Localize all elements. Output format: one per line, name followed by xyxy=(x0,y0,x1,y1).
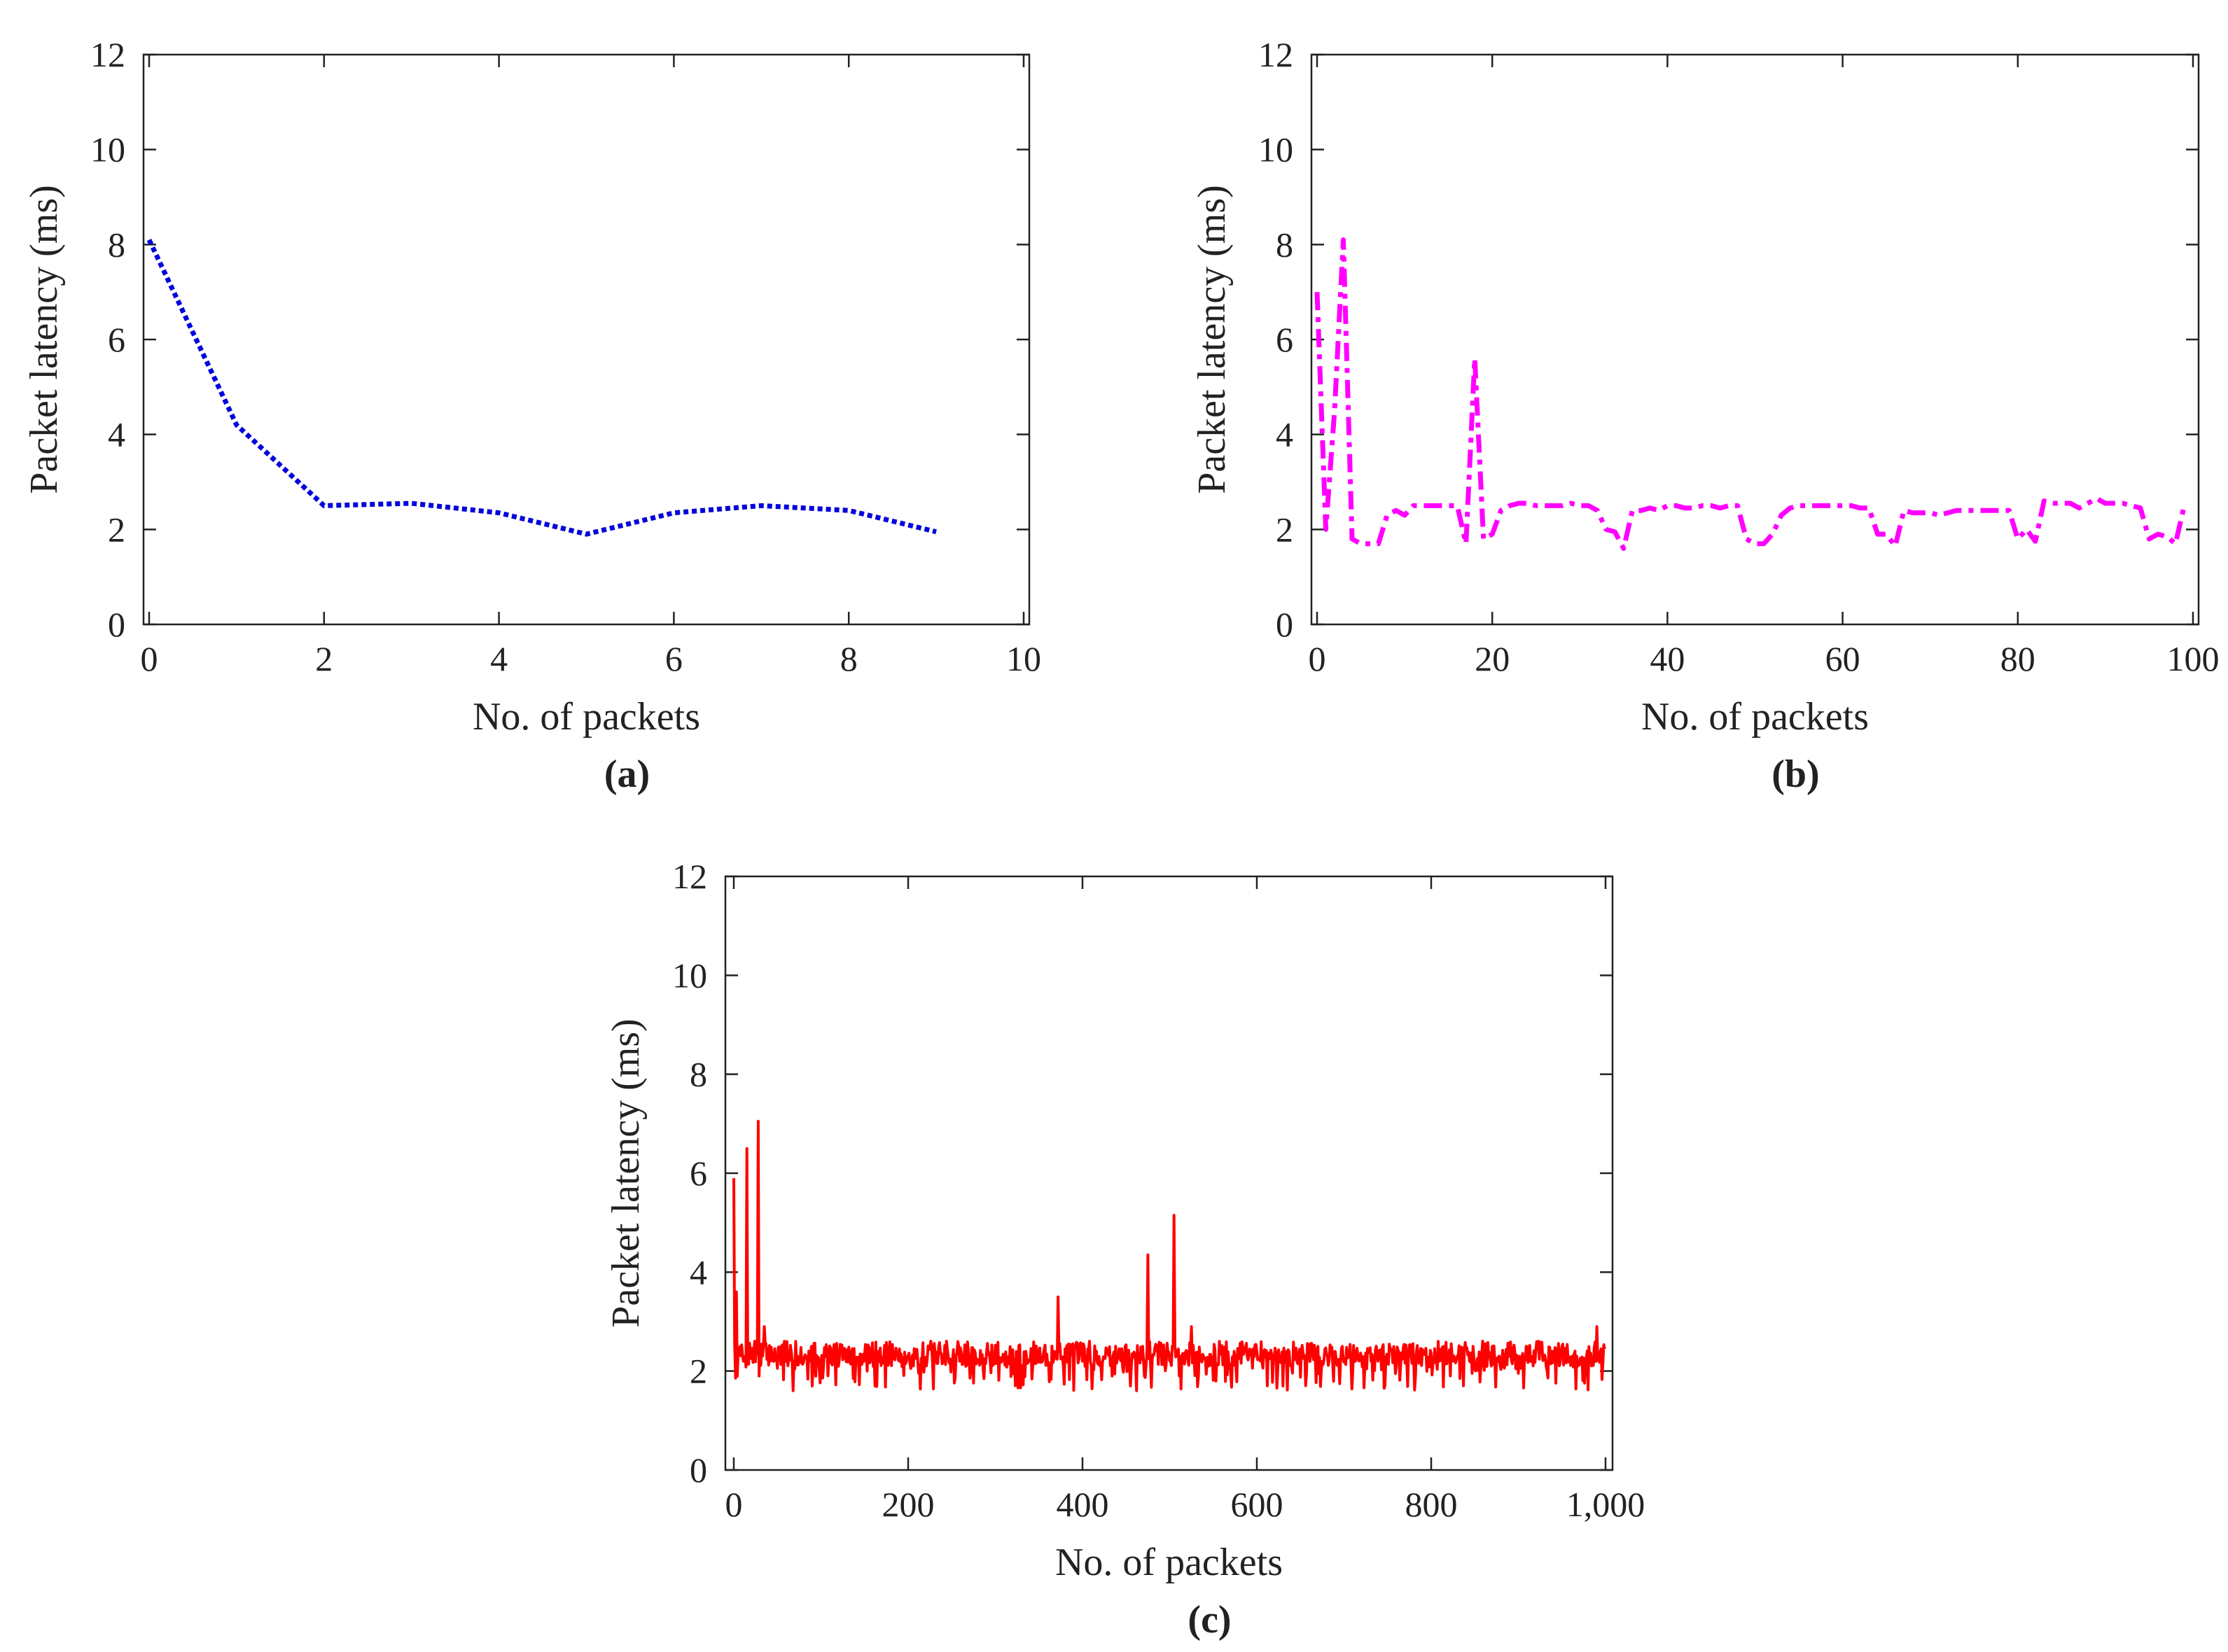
y-axis-label: Packet latency (ms) xyxy=(604,1018,648,1328)
y-tick-label: 2 xyxy=(1276,510,1293,549)
y-tick-label: 10 xyxy=(672,955,707,995)
chart-panel-b: 0 2 4 6 8 10 12 0 20 40 60 80 100 No. of packets Packe… xyxy=(1190,35,2220,796)
x-tick-label: 100 xyxy=(2167,639,2220,678)
y-tick-label: 0 xyxy=(108,605,125,644)
y-tick-label: 12 xyxy=(1258,35,1293,74)
x-tick-label: 2 xyxy=(315,639,333,678)
y-tick-label: 8 xyxy=(690,1055,707,1094)
y-tick-label: 12 xyxy=(672,857,707,896)
y-tick-label: 6 xyxy=(108,320,125,359)
y-tick-label: 10 xyxy=(1258,130,1293,169)
plot-frame xyxy=(1310,53,2200,626)
x-axis-label: No. of packets xyxy=(1641,695,1869,738)
chart-panel-c: 0 2 4 6 8 10 12 0 200 400 600 800 1,000 No. of packet… xyxy=(604,857,1645,1642)
y-tick-label: 8 xyxy=(108,225,125,264)
y-tick-label: 4 xyxy=(690,1252,707,1292)
plot-frame xyxy=(142,53,1031,626)
y-tick-label: 10 xyxy=(90,130,125,169)
series-line xyxy=(1314,237,2187,551)
chart-panel-a: 0 2 4 6 8 10 12 0 2 4 6 8 10 No. of packets Packet lat… xyxy=(22,35,1041,796)
y-tick-label: 6 xyxy=(1276,320,1293,359)
x-tick-label: 400 xyxy=(1057,1485,1109,1524)
x-axis-label: No. of packets xyxy=(473,695,700,738)
y-axis-label: Packet latency (ms) xyxy=(1190,185,1234,494)
y-tick-label: 0 xyxy=(1276,605,1293,644)
y-axis-label: Packet latency (ms) xyxy=(22,185,66,494)
panel-label: (a) xyxy=(604,752,650,796)
panel-label: (c) xyxy=(1188,1598,1231,1642)
x-tick-label: 0 xyxy=(1309,639,1326,678)
y-tick-label: 2 xyxy=(690,1352,707,1391)
x-tick-label: 4 xyxy=(490,639,508,678)
x-tick-label: 200 xyxy=(882,1485,935,1524)
series-line xyxy=(732,1119,1606,1392)
x-tick-label: 60 xyxy=(1825,639,1860,678)
series-line xyxy=(146,239,937,537)
y-tick-label: 4 xyxy=(1276,415,1293,454)
y-tick-label: 6 xyxy=(690,1154,707,1193)
x-tick-label: 1,000 xyxy=(1566,1485,1645,1524)
x-tick-label: 6 xyxy=(665,639,683,678)
x-tick-label: 20 xyxy=(1475,639,1510,678)
y-tick-label: 4 xyxy=(108,415,125,454)
x-tick-label: 600 xyxy=(1231,1485,1283,1524)
y-tick-label: 2 xyxy=(108,510,125,549)
x-tick-label: 40 xyxy=(1650,639,1685,678)
x-axis-label: No. of packets xyxy=(1055,1541,1283,1584)
x-tick-label: 80 xyxy=(2000,639,2035,678)
x-tick-label: 10 xyxy=(1006,639,1041,678)
x-tick-label: 0 xyxy=(141,639,158,678)
x-tick-label: 800 xyxy=(1405,1485,1458,1524)
y-tick-label: 0 xyxy=(690,1450,707,1490)
y-tick-label: 12 xyxy=(90,35,125,74)
x-tick-label: 8 xyxy=(840,639,858,678)
panel-label: (b) xyxy=(1771,752,1819,796)
x-tick-label: 0 xyxy=(725,1485,743,1524)
y-tick-label: 8 xyxy=(1276,225,1293,264)
